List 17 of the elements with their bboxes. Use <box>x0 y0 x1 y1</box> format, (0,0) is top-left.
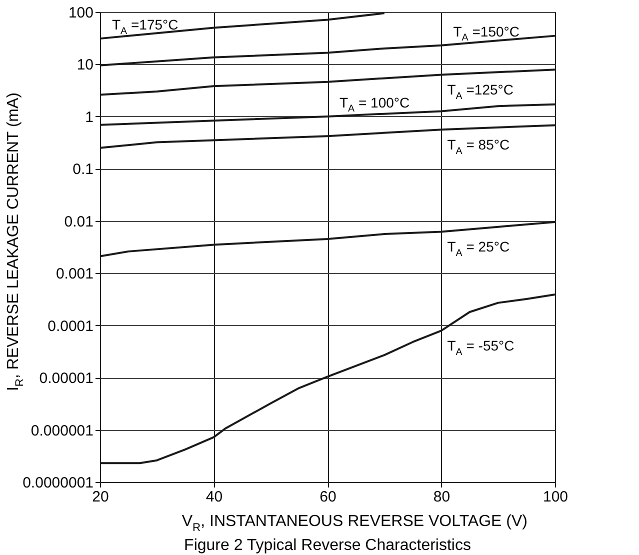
y-tick-label: 0.0001 <box>48 318 94 335</box>
x-tick-label: 40 <box>206 488 223 506</box>
x-tick-label: 60 <box>320 488 336 506</box>
y-tick-label: 100 <box>68 4 94 22</box>
text: Figure 2 Typical Reverse Characteristics <box>184 537 471 554</box>
y-tick-label: 0.01 <box>64 213 94 230</box>
y-tick-label: 0.00001 <box>39 370 94 388</box>
x-tick-label: 80 <box>433 488 450 506</box>
y-tick-label: 0.001 <box>56 266 94 283</box>
x-tick-label: 100 <box>542 488 568 506</box>
y-tick-label: 0.0000001 <box>22 474 94 492</box>
x-tick-label: 20 <box>92 488 109 506</box>
y-tick-label: 0.1 <box>72 161 94 178</box>
y-tick-label: 0.000001 <box>30 422 94 440</box>
y-tick-label: 10 <box>76 56 94 74</box>
y-tick-label: 1 <box>85 108 94 126</box>
y-axis-title: IR, REVERSE LEAKAGE CURRENT (mA) <box>5 92 26 392</box>
